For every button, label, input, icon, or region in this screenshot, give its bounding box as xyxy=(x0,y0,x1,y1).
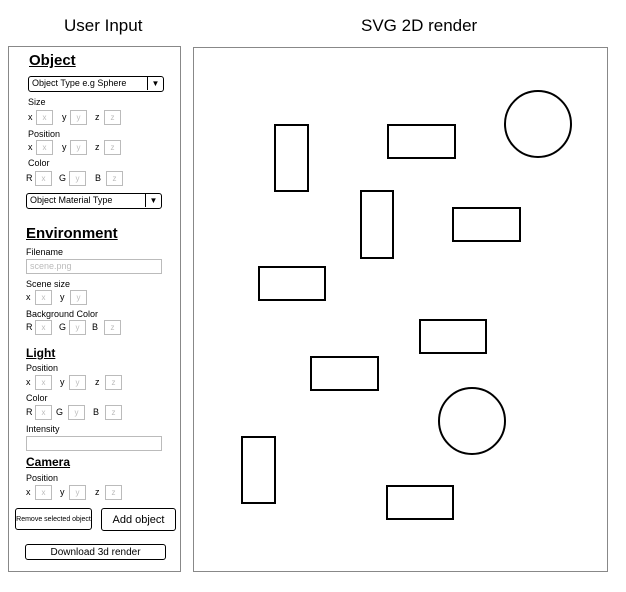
user-input-panel: Object Object Type e.g Sphere ▼ Size x x… xyxy=(8,46,181,572)
light-color-g-input[interactable]: y xyxy=(68,405,85,420)
light-color-r-label: R xyxy=(26,407,33,417)
background-color-b-input[interactable]: z xyxy=(104,320,121,335)
render-rectangle[interactable] xyxy=(386,485,454,520)
size-y-input[interactable]: y xyxy=(70,110,87,125)
render-canvas xyxy=(241,90,572,520)
remove-object-button[interactable]: Remove selected object xyxy=(15,508,92,530)
object-type-select[interactable]: Object Type e.g Sphere ▼ xyxy=(28,76,164,92)
camera-position-label: Position xyxy=(26,473,59,483)
camera-position-x-label: x xyxy=(26,487,31,497)
scene-size-y-label: y xyxy=(60,292,65,302)
camera-position-x-input[interactable]: x xyxy=(35,485,52,500)
light-color-b-input[interactable]: z xyxy=(105,405,122,420)
object-material-select-value: Object Material Type xyxy=(30,195,113,205)
render-circle[interactable] xyxy=(438,387,506,455)
chevron-down-icon: ▼ xyxy=(147,77,163,90)
object-type-select-value: Object Type e.g Sphere xyxy=(32,78,127,88)
camera-position-z-input[interactable]: z xyxy=(105,485,122,500)
object-color-g-input[interactable]: y xyxy=(69,171,86,186)
intensity-label: Intensity xyxy=(26,424,60,434)
object-position-z-input[interactable]: z xyxy=(104,140,121,155)
render-rectangle[interactable] xyxy=(419,319,487,354)
light-section-title: Light xyxy=(26,346,56,360)
light-position-label: Position xyxy=(26,363,59,373)
object-section-title: Object xyxy=(29,52,76,69)
object-material-select[interactable]: Object Material Type ▼ xyxy=(26,193,162,209)
light-position-x-input[interactable]: x xyxy=(35,375,52,390)
light-position-z-input[interactable]: z xyxy=(105,375,122,390)
object-color-b-label: B xyxy=(95,173,102,183)
render-rectangle[interactable] xyxy=(274,124,309,192)
light-color-b-label: B xyxy=(93,407,100,417)
light-color-g-label: G xyxy=(56,407,64,417)
background-color-g-input[interactable]: y xyxy=(69,320,86,335)
size-label: Size xyxy=(28,97,46,107)
render-circle[interactable] xyxy=(504,90,572,158)
chevron-down-icon: ▼ xyxy=(145,194,161,207)
download-render-button[interactable]: Download 3d render xyxy=(25,544,166,560)
background-color-r-input[interactable]: x xyxy=(35,320,52,335)
object-color-b-input[interactable]: z xyxy=(106,171,123,186)
filename-input[interactable]: scene.png xyxy=(26,259,162,274)
object-position-y-label: y xyxy=(62,142,67,152)
object-color-r-label: R xyxy=(26,173,33,183)
render-rectangle[interactable] xyxy=(387,124,456,159)
background-color-g-label: G xyxy=(59,322,67,332)
background-color-b-label: B xyxy=(92,322,99,332)
light-position-y-input[interactable]: y xyxy=(69,375,86,390)
user-input-heading: User Input xyxy=(64,16,143,35)
light-color-r-input[interactable]: x xyxy=(35,405,52,420)
render-rectangle[interactable] xyxy=(258,266,326,301)
svg-render-heading: SVG 2D render xyxy=(361,16,478,35)
camera-position-y-label: y xyxy=(60,487,65,497)
background-color-label: Background Color xyxy=(26,309,99,319)
camera-position-z-label: z xyxy=(95,487,100,497)
size-x-label: x xyxy=(28,112,33,122)
intensity-input[interactable] xyxy=(26,436,162,451)
light-position-z-label: z xyxy=(95,377,100,387)
size-y-label: y xyxy=(62,112,67,122)
object-position-y-input[interactable]: y xyxy=(70,140,87,155)
render-rectangle[interactable] xyxy=(310,356,379,391)
render-rectangle[interactable] xyxy=(452,207,521,242)
camera-section-title: Camera xyxy=(26,455,71,469)
object-color-g-label: G xyxy=(59,173,67,183)
light-position-x-label: x xyxy=(26,377,31,387)
svg-render-panel xyxy=(193,47,608,572)
object-color-r-input[interactable]: x xyxy=(35,171,52,186)
scene-size-x-input[interactable]: x xyxy=(35,290,52,305)
object-position-x-label: x xyxy=(28,142,33,152)
size-z-label: z xyxy=(95,112,100,122)
environment-section-title: Environment xyxy=(26,225,118,242)
size-z-input[interactable]: z xyxy=(104,110,121,125)
filename-label: Filename xyxy=(26,247,64,257)
scene-size-y-input[interactable]: y xyxy=(70,290,87,305)
add-object-button[interactable]: Add object xyxy=(101,508,176,531)
background-color-r-label: R xyxy=(26,322,33,332)
light-position-y-label: y xyxy=(60,377,65,387)
camera-position-y-input[interactable]: y xyxy=(69,485,86,500)
object-position-z-label: z xyxy=(95,142,100,152)
scene-size-x-label: x xyxy=(26,292,31,302)
size-x-input[interactable]: x xyxy=(36,110,53,125)
object-color-label: Color xyxy=(28,158,50,168)
scene-size-label: Scene size xyxy=(26,279,71,289)
light-color-label: Color xyxy=(26,393,48,403)
object-position-x-input[interactable]: x xyxy=(36,140,53,155)
object-position-label: Position xyxy=(28,129,61,139)
render-rectangle[interactable] xyxy=(360,190,394,259)
render-rectangle[interactable] xyxy=(241,436,276,504)
